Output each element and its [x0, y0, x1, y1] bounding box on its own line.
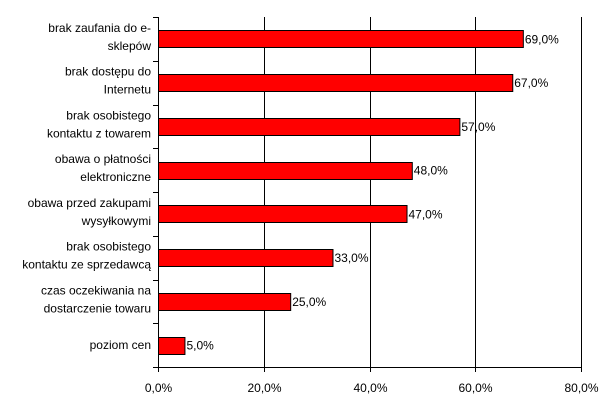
bar-8 [158, 337, 186, 355]
category-label-2-line-2: Internetu [104, 83, 151, 97]
category-label-7-line-2: dostarczenie towaru [44, 301, 151, 315]
labels: 69,0% brak zaufania do e-sklepów 67,0% brak… [22, 21, 599, 395]
axes [153, 17, 582, 372]
category-label-1-line-1: brak zaufania do e- [48, 21, 151, 35]
bar-4 [158, 162, 413, 180]
category-label-5-line-1: obawa przed zakupami [28, 196, 151, 210]
value-label-6: 33,0% [334, 251, 368, 265]
bar-7 [158, 293, 292, 311]
category-label-1-line-2: sklepów [108, 39, 152, 53]
value-label-4: 48,0% [414, 164, 448, 178]
category-label-3-line-1: brak osobistego [66, 108, 151, 122]
bar-5 [158, 205, 408, 223]
gridlines [264, 17, 582, 367]
x-tick-label-20: 20,0% [247, 381, 281, 395]
x-tick-label-40: 40,0% [353, 381, 387, 395]
bar-3 [158, 118, 461, 136]
value-label-7: 25,0% [292, 295, 326, 309]
category-label-2-line-1: brak dostępu do [65, 65, 151, 79]
category-label-4-line-2: elektroniczne [80, 170, 151, 184]
value-label-8: 5,0% [186, 339, 214, 353]
category-label-6-line-1: brak osobistego [66, 240, 151, 254]
value-label-3: 57,0% [461, 120, 495, 134]
value-label-5: 47,0% [409, 207, 443, 221]
bar-2 [158, 74, 514, 92]
category-label-4-line-1: obawa o płatności [55, 152, 151, 166]
x-tick-label-80: 80,0% [564, 381, 598, 395]
category-label-7-line-1: czas oczekiwania na [41, 283, 151, 297]
x-tick-label-0: 0,0% [145, 381, 173, 395]
category-label-3-line-2: kontaktu z towarem [47, 126, 151, 140]
category-label-6-line-2: kontaktu ze sprzedawcą [22, 258, 151, 272]
bar-6 [158, 249, 334, 267]
category-label-8: poziom cen [90, 338, 151, 352]
bars [158, 30, 524, 355]
value-label-2: 67,0% [514, 76, 548, 90]
x-tick-label-60: 60,0% [458, 381, 492, 395]
category-label-5-line-2: wysyłkowymi [81, 214, 151, 228]
bar-1 [158, 30, 524, 48]
value-label-1: 69,0% [525, 32, 559, 46]
